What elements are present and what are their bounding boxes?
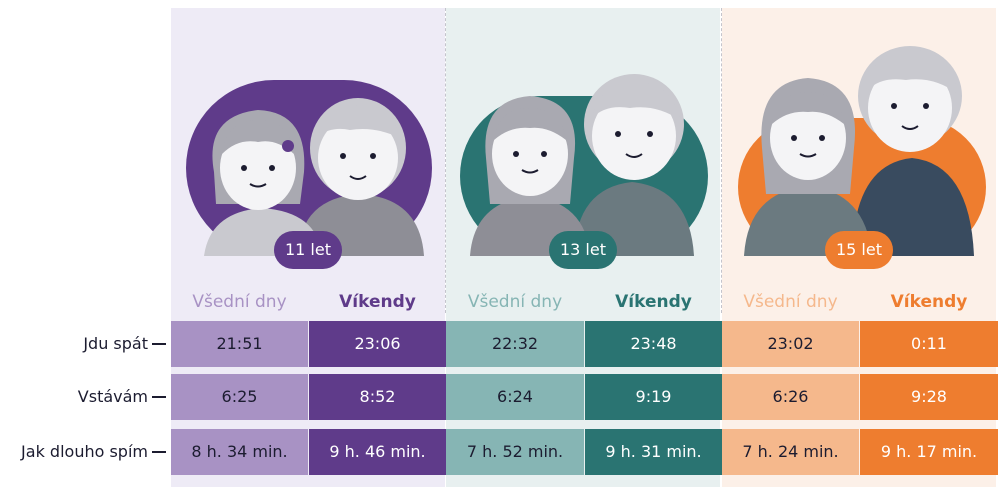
table-cell: 8 h. 34 min. xyxy=(171,429,308,475)
table-cell: 7 h. 52 min. xyxy=(446,429,584,475)
table-cell: 0:11 xyxy=(860,321,998,367)
table-cell: 23:02 xyxy=(722,321,859,367)
table-cell: 23:48 xyxy=(585,321,722,367)
row-tick xyxy=(152,396,166,398)
table-cell: 6:25 xyxy=(171,374,308,420)
weekend-header: Víkendy xyxy=(615,292,692,312)
table-cell: 21:51 xyxy=(171,321,308,367)
table-cell: 6:24 xyxy=(446,374,584,420)
row-tick xyxy=(152,451,166,453)
row-label: Vstávám xyxy=(77,387,148,406)
panel-divider xyxy=(721,8,722,313)
age-badge: 15 let xyxy=(825,231,893,269)
panel-divider xyxy=(445,8,446,313)
table-cell: 8:52 xyxy=(309,374,446,420)
row-label: Jak dlouho spím xyxy=(21,442,148,461)
table-cell: 7 h. 24 min. xyxy=(722,429,859,475)
table-cell: 9:28 xyxy=(860,374,998,420)
children-illustrations xyxy=(186,46,986,256)
row-tick xyxy=(152,343,166,345)
table-cell: 9:19 xyxy=(585,374,722,420)
weekday-header: Všední dny xyxy=(192,292,287,312)
weekend-header: Víkendy xyxy=(890,292,968,312)
table-cell: 23:06 xyxy=(309,321,446,367)
age-badge: 11 let xyxy=(274,231,342,269)
age-15-illustration xyxy=(738,46,986,256)
table-cell: 22:32 xyxy=(446,321,584,367)
table-cell: 6:26 xyxy=(722,374,859,420)
row-label: Jdu spát xyxy=(83,334,148,353)
weekday-header: Všední dny xyxy=(743,292,838,312)
table-cell: 9 h. 46 min. xyxy=(309,429,446,475)
age-13-illustration xyxy=(460,74,708,256)
age-badge: 13 let xyxy=(549,231,617,269)
table-cell: 9 h. 17 min. xyxy=(860,429,998,475)
table-cell: 9 h. 31 min. xyxy=(585,429,722,475)
weekend-header: Víkendy xyxy=(339,292,416,312)
age-11-illustration xyxy=(186,80,432,256)
weekday-header: Všední dny xyxy=(467,292,563,312)
